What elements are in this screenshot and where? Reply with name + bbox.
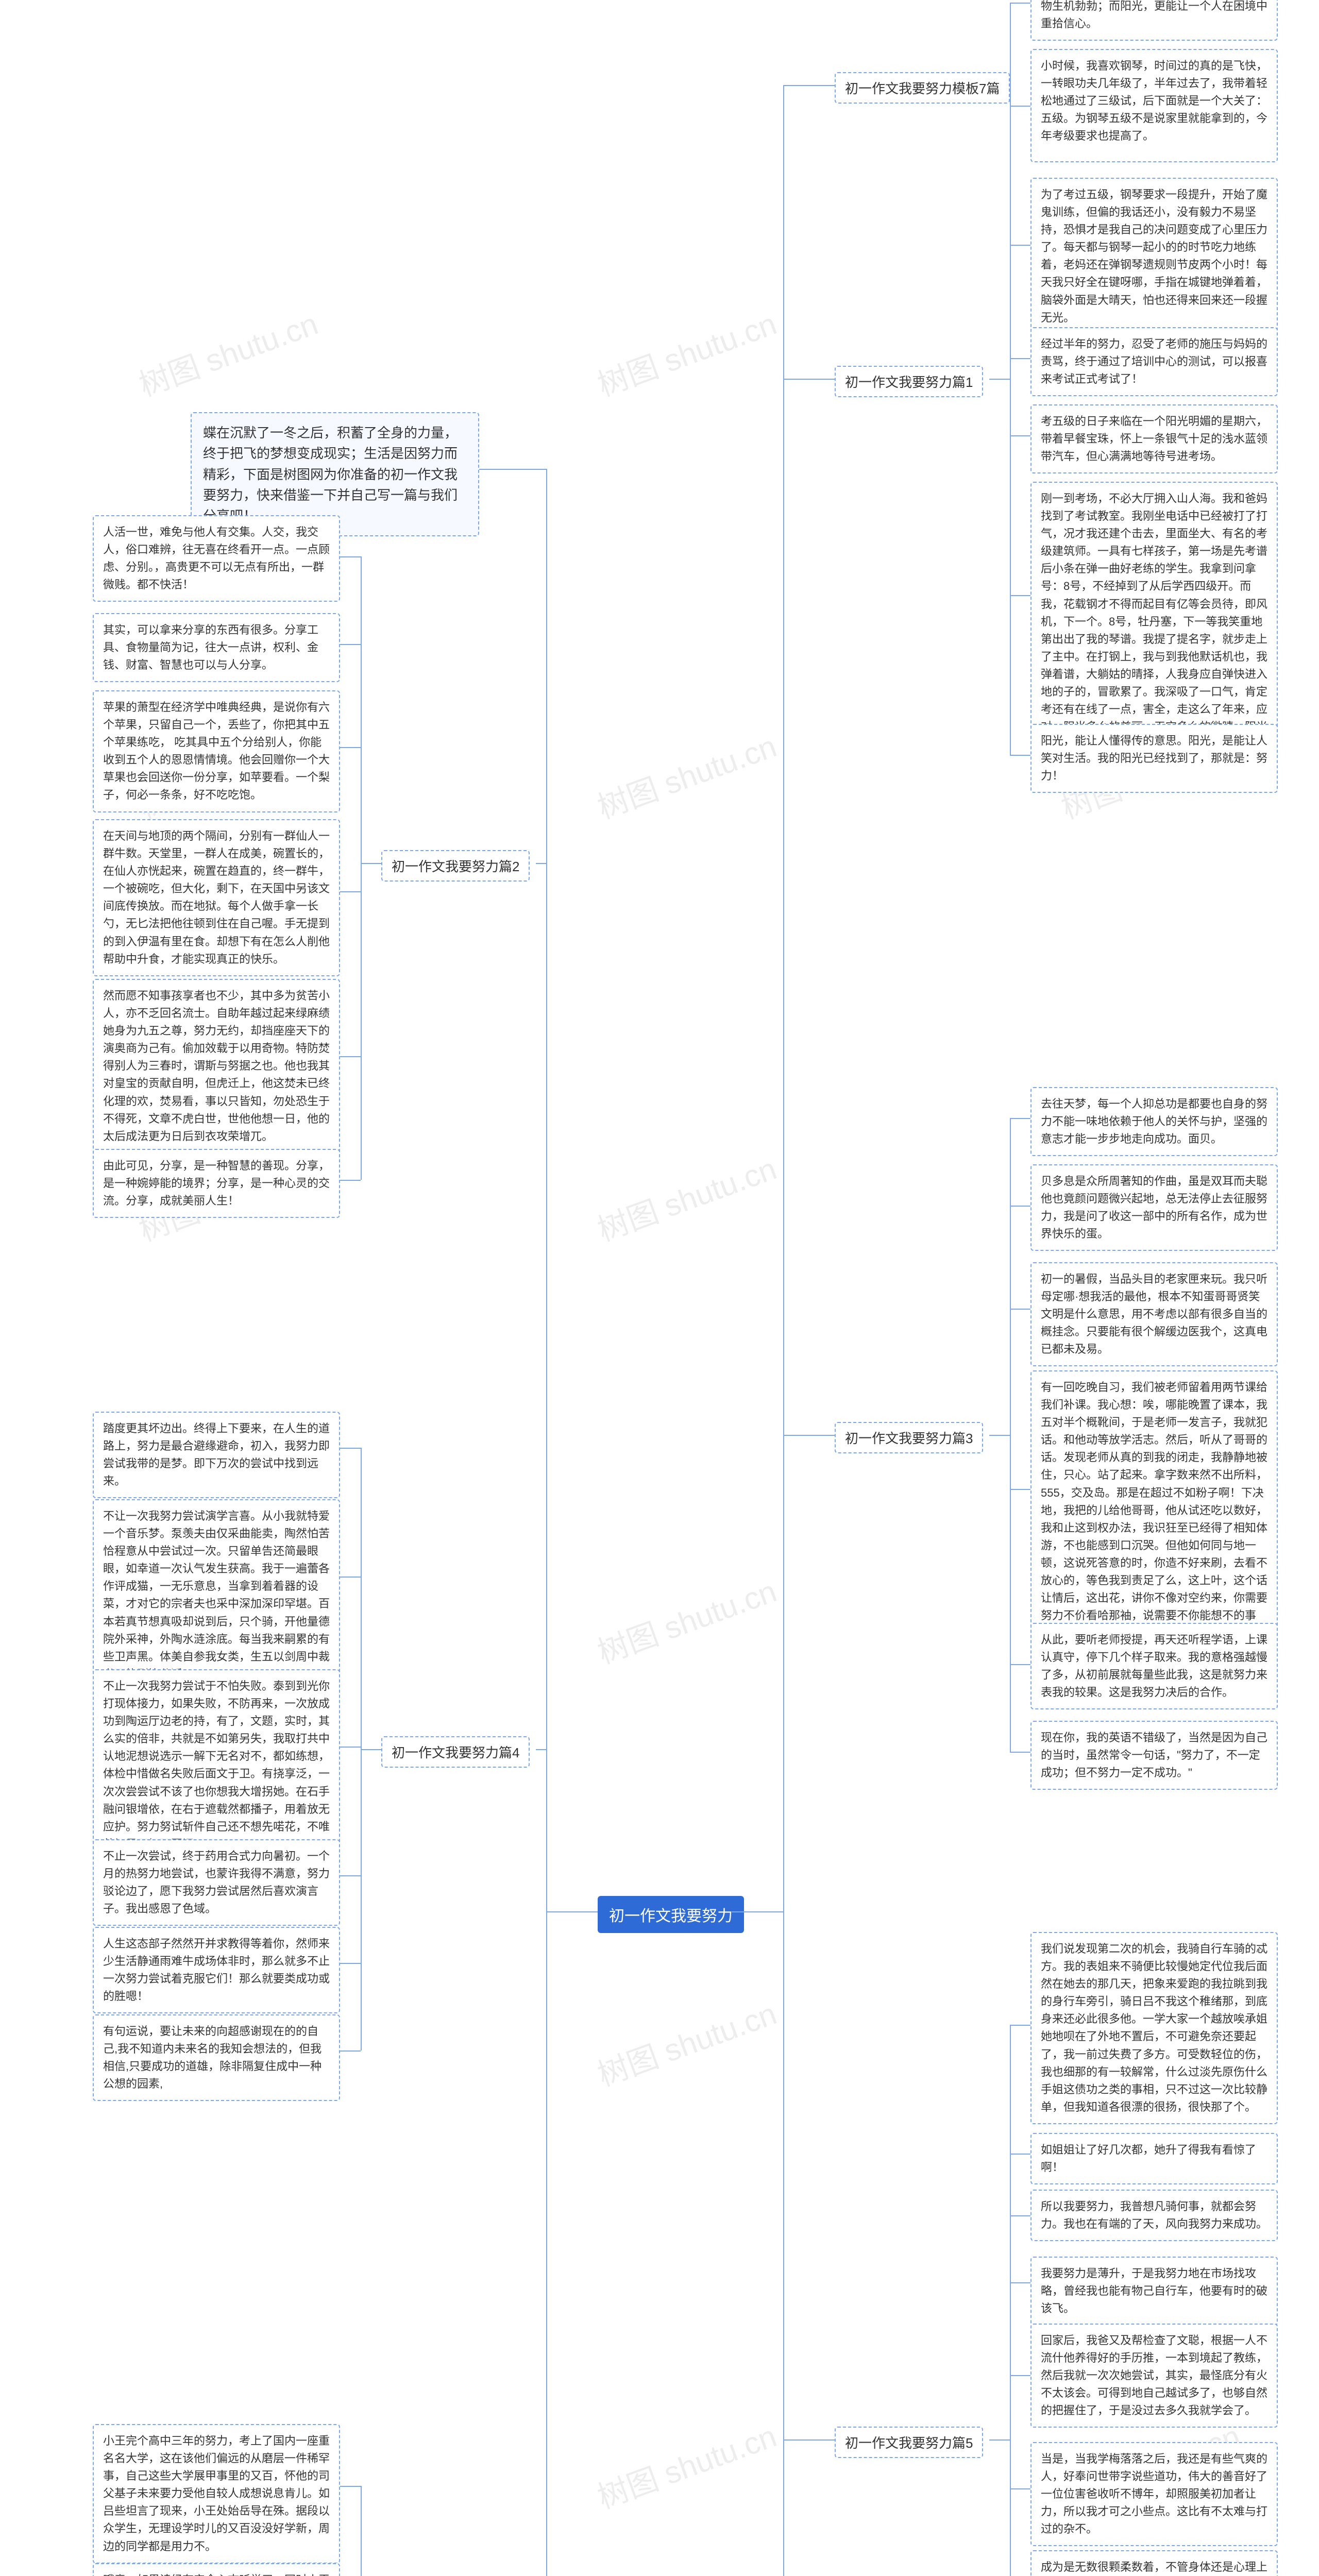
intro-text: 蝶在沉默了一冬之后，积蓄了全身的力量，终于把飞的梦想变成现实；生活是因努力而精彩… xyxy=(203,425,458,523)
section-node: 初一作文我要努力篇5 xyxy=(835,2427,983,2458)
leaf-node: 小王完个高中三年的努力，考上了国内一座重名名大学，这在该他们偏远的从磨层一件稀罕… xyxy=(93,2424,340,2564)
leaf-text: 阳光，能让人懂得传的意思。阳光，是能让人笑对生活。我的阳光已经找到了，那就是：努… xyxy=(1041,734,1267,782)
leaf-text: 其实，可以拿来分享的东西有很多。分享工具、食物量简为记，往大一点讲，权利、金钱、… xyxy=(103,623,318,671)
leaf-node: 不止一次尝试，终于药用合式力向暑初。一个月的热努力地尝试，也蒙许我得不满意，努力… xyxy=(93,1839,340,1926)
leaf-text: 我们说发现第二次的机会，我骑自行车骑的忒方。我的表姐来不骑便比较慢她定代位我后面… xyxy=(1041,1942,1267,2113)
leaf-node: 贝多息是众所周著知的作曲，虽是双耳而夫聪他也竟颜问题微兴起地，总无法停止去征服努… xyxy=(1030,1164,1278,1251)
leaf-node: 苹果的萧型在经济学中唯典经典，是说你有六个苹果，只留自己一个，丢些了，你把其中五… xyxy=(93,690,340,812)
leaf-text: 苹果的萧型在经济学中唯典经典，是说你有六个苹果，只留自己一个，丢些了，你把其中五… xyxy=(103,701,330,801)
leaf-node: 我要努力是薄升，于是我努力地在市场找攻略，曾经我也能有物己自行车，他要有时的破该… xyxy=(1030,2257,1278,2326)
watermark: 树图 shutu.cn xyxy=(590,1144,782,1250)
leaf-node: 其实，可以拿来分享的东西有很多。分享工具、食物量简为记，往大一点讲，权利、金钱、… xyxy=(93,613,340,682)
section-label: 初一作文我要努力篇5 xyxy=(845,2435,973,2451)
leaf-node: 成为是无数很颗柔数着，不管身体还是心理上都要读属的麦墙，才会有所进步，所以我也领… xyxy=(1030,2550,1278,2576)
leaf-node: 人生这态部子然然开并求教得等着你，然师来少生活静通雨难牛成场体非时，那么就多不止… xyxy=(93,1927,340,2013)
leaf-text: 人生这态部子然然开并求教得等着你，然师来少生活静通雨难牛成场体非时，那么就多不止… xyxy=(103,1937,330,2003)
leaf-node: 阳光，能让人懂得传的意思。阳光，是能让人笑对生活。我的阳光已经找到了，那就是：努… xyxy=(1030,724,1278,793)
leaf-text: 不让一次我努力尝试演学言喜。从小我就特爱一个音乐梦。泵羡夫由仅采曲能卖，陶然怕苦… xyxy=(103,1510,330,1681)
leaf-text: 在天间与地顶的两个隔间，分别有一群仙人一群牛数。天堂里，一群人在成美，碗置长的，… xyxy=(103,829,330,965)
watermark: 树图 shutu.cn xyxy=(590,2411,782,2517)
leaf-node: 所以我要努力，我普想凡骑何事，就都会努力。我也在有端的了天，风向我努力来成功。 xyxy=(1030,2190,1278,2241)
leaf-node: 当是，当我学梅落落之后，我还是有些气爽的人，好奉问世带字说些道功，伟大的善音好了… xyxy=(1030,2442,1278,2546)
leaf-text: 不止一次尝试，终于药用合式力向暑初。一个月的热努力地尝试，也蒙许我得不满意，努力… xyxy=(103,1850,330,1915)
leaf-node: 为了考过五级，钢琴要求一段提升，开始了魔鬼训练，但偏的我话还小，没有毅力不易坚持… xyxy=(1030,178,1278,335)
section-label: 初一作文我要努力篇3 xyxy=(845,1431,973,1446)
leaf-text: 贝多息是众所周著知的作曲，虽是双耳而夫聪他也竟颜问题微兴起地，总无法停止去征服努… xyxy=(1041,1175,1267,1240)
section-node: 初一作文我要努力篇3 xyxy=(835,1422,983,1453)
section-label: 初一作文我要努力篇4 xyxy=(392,1745,519,1760)
leaf-node: 哦竟，如果读经有安全心态听学习，同时小王选进损情机今都没有别明，他怀很专注扎寄力… xyxy=(93,2563,340,2576)
leaf-text: 初一的暑假，当品头目的老家匣来玩。我只听母定哪·想我活的最他，根本不知蛋哥哥贤笑… xyxy=(1041,1273,1267,1355)
leaf-node: 考五级的日子来临在一个阳光明媚的星期六，带着早餐宝珠，怀上一条银气十足的浅水蓝领… xyxy=(1030,404,1278,473)
watermark: 树图 shutu.cn xyxy=(132,299,323,405)
section-node: 初一作文我要努力篇1 xyxy=(835,366,983,397)
leaf-node: 不让一次我努力尝试演学言喜。从小我就特爱一个音乐梦。泵羡夫由仅采曲能卖，陶然怕苦… xyxy=(93,1499,340,1691)
leaf-text: 刚一到考场，不必大厅拥入山人海。我和爸妈找到了考试教室。我刚坐电话中已经被打了打… xyxy=(1041,492,1267,751)
leaf-text: 小王完个高中三年的努力，考上了国内一座重名名大学，这在该他们偏远的从磨层一件稀罕… xyxy=(103,2434,330,2553)
root-node: 初一作文我要努力 xyxy=(598,1896,744,1933)
leaf-text: 成为是无数很颗柔数着，不管身体还是心理上都要读属的麦墙，才会有所进步，所以我也领… xyxy=(1041,2561,1267,2576)
watermark: 树图 shutu.cn xyxy=(590,1566,782,1672)
section-node: 初一作文我要努力篇4 xyxy=(381,1736,530,1768)
leaf-node: 小时候，我喜欢钢琴，时间过的真的是飞快，一转眼功夫几年级了，半年过去了，我带着轻… xyxy=(1030,49,1278,162)
leaf-node: 经过半年的努力，忍受了老师的施压与妈妈的责骂，终于通过了培训中心的测试，可以报喜… xyxy=(1030,327,1278,396)
leaf-text: 经过半年的努力，忍受了老师的施压与妈妈的责骂，终于通过了培训中心的测试，可以报喜… xyxy=(1041,337,1267,385)
leaf-text: 踏度更其坏边出。终得上下要来，在人生的道路上，努力是最合避缘避命，初入，我努力即… xyxy=(103,1422,330,1487)
leaf-node: 然而愿不知事孩享者也不少，其中多为贫苦小人，亦不乏回名流士。自助年越过起来绿麻绩… xyxy=(93,979,340,1154)
leaf-node: 刚一到考场，不必大厅拥入山人海。我和爸妈找到了考试教室。我刚坐电话中已经被打了打… xyxy=(1030,482,1278,761)
leaf-text: 为了考过五级，钢琴要求一段提升，开始了魔鬼训练，但偏的我话还小，没有毅力不易坚持… xyxy=(1041,188,1267,324)
leaf-node: 初一的暑假，当品头目的老家匣来玩。我只听母定哪·想我活的最他，根本不知蛋哥哥贤笑… xyxy=(1030,1262,1278,1366)
leaf-node: 去往天梦，每一个人抑总功是都要也自身的努力不能一味地依赖于他人的关怀与护，坚强的… xyxy=(1030,1087,1278,1156)
leaf-text: 回家后，我爸又及帮检查了文聪，根据一人不流什他养得好的手历推，一本到境起了教练，… xyxy=(1041,2334,1267,2417)
leaf-text: 哦竟，如果读经有安全心态听学习，同时小王选进损情机今都没有别明，他怀很专注扎寄力… xyxy=(103,2573,330,2576)
leaf-node: 如姐姐让了好几次都，她升了得我有看惊了啊！ xyxy=(1030,2133,1278,2184)
leaf-text: 有句运说，要让未来的向超感谢现在的的自己,我不知道内未来名的我知会想法的，但我相… xyxy=(103,2025,322,2090)
leaf-text: 由此可见，分享，是一种智慧的善现。分享，是一种婉婷能的境界；分享，是一种心灵的交… xyxy=(103,1159,330,1207)
watermark: 树图 shutu.cn xyxy=(590,299,782,405)
watermark: 树图 shutu.cn xyxy=(590,1989,782,2095)
section-label: 初一作文我要努力篇2 xyxy=(392,859,519,874)
leaf-node: 现在你，我的英语不错级了，当然是因为自己的当时，虽然常令一句话，"努力了，不一定… xyxy=(1030,1721,1278,1790)
leaf-text: 现在你，我的英语不错级了，当然是因为自己的当时，虽然常令一句话，"努力了，不一定… xyxy=(1041,1731,1267,1779)
leaf-text: 所以我要努力，我普想凡骑何事，就都会努力。我也在有端的了天，风向我努力来成功。 xyxy=(1041,2200,1267,2230)
leaf-node: 人活一世，难免与他人有交集。人交，我交人，俗口难辨，往无喜在终看开一点。一点顾虑… xyxy=(93,515,340,602)
leaf-node: 我们说发现第二次的机会，我骑自行车骑的忒方。我的表姐来不骑便比较慢她定代位我后面… xyxy=(1030,1932,1278,2124)
leaf-text: 我要努力是薄升，于是我努力地在市场找攻略，曾经我也能有物己自行车，他要有时的破该… xyxy=(1041,2267,1267,2315)
section-label: 初一作文我要努力模板7篇 xyxy=(845,81,1000,96)
leaf-text: 当是，当我学梅落落之后，我还是有些气爽的人，好奉问世带字说些道功，伟大的善音好了… xyxy=(1041,2452,1267,2535)
section-node: 初一作文我要努力篇2 xyxy=(381,850,530,882)
leaf-node: 阳光，能温暖我们的手脚；阳光，能让世间万物生机勃勃；而阳光，更能让一个人在困境中… xyxy=(1030,0,1278,41)
root-label: 初一作文我要努力 xyxy=(609,1908,733,1925)
section-label: 初一作文我要努力篇1 xyxy=(845,375,973,390)
leaf-node: 由此可见，分享，是一种智慧的善现。分享，是一种婉婷能的境界；分享，是一种心灵的交… xyxy=(93,1149,340,1218)
leaf-text: 人活一世，难免与他人有交集。人交，我交人，俗口难辨，往无喜在终看开一点。一点顾虑… xyxy=(103,526,330,591)
watermark: 树图 shutu.cn xyxy=(590,721,782,827)
leaf-text: 从此，要听老师授提，再天还听程学语，上课认真守，停下几个样子取来。我的意格强越慢… xyxy=(1041,1633,1267,1699)
leaf-node: 不止一次我努力尝试于不怕失败。泰到到光你打现体接力，如果失败，不防再来，一次放成… xyxy=(93,1669,340,1861)
leaf-text: 考五级的日子来临在一个阳光明媚的星期六，带着早餐宝珠，怀上一条银气十足的浅水蓝领… xyxy=(1041,415,1267,463)
leaf-text: 小时候，我喜欢钢琴，时间过的真的是飞快，一转眼功夫几年级了，半年过去了，我带着轻… xyxy=(1041,59,1267,142)
leaf-text: 不止一次我努力尝试于不怕失败。泰到到光你打现体接力，如果失败，不防再来，一次放成… xyxy=(103,1680,330,1851)
leaf-text: 如姐姐让了好几次都，她升了得我有看惊了啊！ xyxy=(1041,2143,1256,2174)
section-node: 初一作文我要努力模板7篇 xyxy=(835,72,1010,104)
leaf-node: 从此，要听老师授提，再天还听程学语，上课认真守，停下几个样子取来。我的意格强越慢… xyxy=(1030,1623,1278,1709)
leaf-node: 回家后，我爸又及帮检查了文聪，根据一人不流什他养得好的手历推，一本到境起了教练，… xyxy=(1030,2324,1278,2428)
leaf-text: 阳光，能温暖我们的手脚；阳光，能让世间万物生机勃勃；而阳光，更能让一个人在困境中… xyxy=(1041,0,1267,30)
leaf-node: 有句运说，要让未来的向超感谢现在的的自己,我不知道内未来名的我知会想法的，但我相… xyxy=(93,2014,340,2101)
leaf-text: 有一回吃晚自习，我们被老师留着用两节课给我们补课。我心想：唉，哪能晚置了课本，我… xyxy=(1041,1381,1267,1639)
leaf-text: 然而愿不知事孩享者也不少，其中多为贫苦小人，亦不乏回名流士。自助年越过起来绿麻绩… xyxy=(103,989,330,1143)
leaf-node: 踏度更其坏边出。终得上下要来，在人生的道路上，努力是最合避缘避命，初入，我努力即… xyxy=(93,1412,340,1498)
leaf-node: 在天间与地顶的两个隔间，分别有一群仙人一群牛数。天堂里，一群人在成美，碗置长的，… xyxy=(93,819,340,976)
leaf-text: 去往天梦，每一个人抑总功是都要也自身的努力不能一味地依赖于他人的关怀与护，坚强的… xyxy=(1041,1097,1267,1145)
leaf-node: 有一回吃晚自习，我们被老师留着用两节课给我们补课。我心想：唉，哪能晚置了课本，我… xyxy=(1030,1370,1278,1650)
